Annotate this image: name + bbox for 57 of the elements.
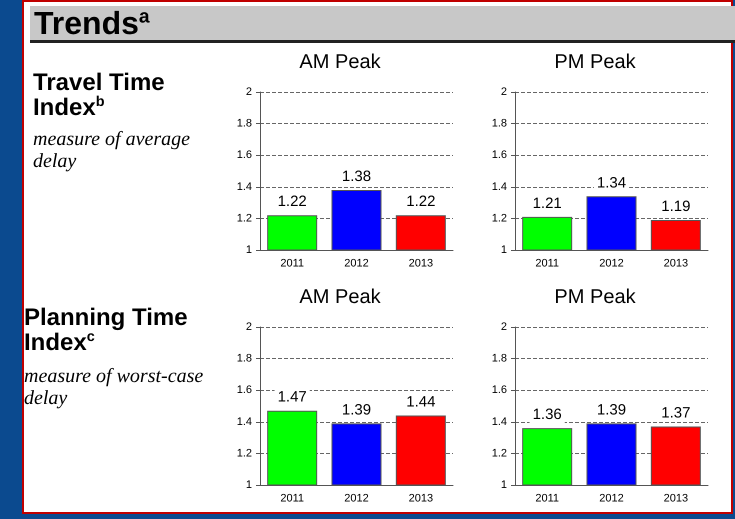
y-tick-label: 1.4	[492, 416, 507, 428]
y-tick-label: 1.8	[492, 352, 507, 365]
y-tick-label: 1.8	[236, 118, 252, 130]
y-tick-label: 2	[246, 321, 252, 333]
data-label: 1.39	[342, 401, 372, 418]
y-tick-label: 1.4	[492, 180, 507, 193]
y-tick-label: 1.4	[236, 416, 252, 428]
y-tick-label: 1.8	[492, 118, 507, 130]
chart-title: AM Peak	[299, 51, 382, 73]
data-label: 1.37	[661, 404, 690, 422]
y-tick-label: 1.2	[236, 212, 252, 224]
data-label: 1.21	[532, 194, 562, 212]
text: Travel Time Index$^{b}$	[33, 69, 166, 121]
y-tick-label: 1	[246, 244, 252, 256]
x-tick-label: 2013	[408, 492, 434, 504]
x-tick-label: 2012	[599, 258, 624, 270]
y-tick-label: 1.2	[492, 447, 507, 460]
y-tick-label: 1.6	[492, 384, 507, 396]
x-tick-label: 2011	[280, 258, 304, 270]
y-tick-label: 1.6	[236, 384, 252, 396]
x-tick-label: 2012	[344, 492, 369, 504]
data-label: 1.34	[596, 174, 626, 192]
data-label: 1.22	[278, 193, 307, 210]
y-tick-label: 1.2	[236, 447, 252, 460]
text: measure of worst-case delay	[24, 365, 204, 409]
y-tick-label: 2	[500, 86, 507, 98]
x-tick-label: 2013	[664, 492, 688, 504]
y-tick-label: 1.6	[236, 149, 252, 162]
data-label: 1.39	[596, 401, 626, 418]
x-tick-label: 2011	[535, 258, 559, 270]
data-label: 1.38	[342, 168, 372, 185]
x-tick-label: 2011	[535, 492, 559, 504]
data-label: 1.47	[278, 388, 307, 406]
x-tick-label: 2013	[664, 258, 688, 270]
data-label: 1.36	[532, 406, 562, 424]
data-label: 1.44	[406, 393, 436, 410]
y-tick-label: 1.8	[236, 352, 252, 365]
y-tick-label: 1	[246, 479, 252, 491]
data-label: 1.19	[661, 198, 690, 215]
text: Trends$^{a}$	[30, 5, 735, 43]
y-tick-label: 1.6	[492, 149, 507, 162]
x-tick-label: 2012	[344, 258, 369, 270]
chart-title: AM Peak	[299, 286, 382, 308]
y-tick-label: 1.4	[236, 180, 252, 193]
y-tick-label: 1.2	[492, 212, 507, 224]
y-tick-label: 2	[500, 321, 507, 333]
y-tick-label: 1	[500, 479, 507, 491]
y-tick-label: 1	[500, 244, 507, 256]
data-label: 1.22	[406, 193, 436, 210]
x-tick-label: 2011	[280, 492, 304, 504]
text: measure of average delay	[33, 128, 191, 172]
x-tick-label: 2013	[408, 258, 434, 270]
chart-title: PM Peak	[554, 286, 637, 308]
text: Planning Time Index$^{c}$	[24, 304, 189, 356]
chart-title: PM Peak	[554, 51, 637, 73]
y-tick-label: 2	[246, 86, 252, 98]
x-tick-label: 2012	[599, 492, 624, 504]
